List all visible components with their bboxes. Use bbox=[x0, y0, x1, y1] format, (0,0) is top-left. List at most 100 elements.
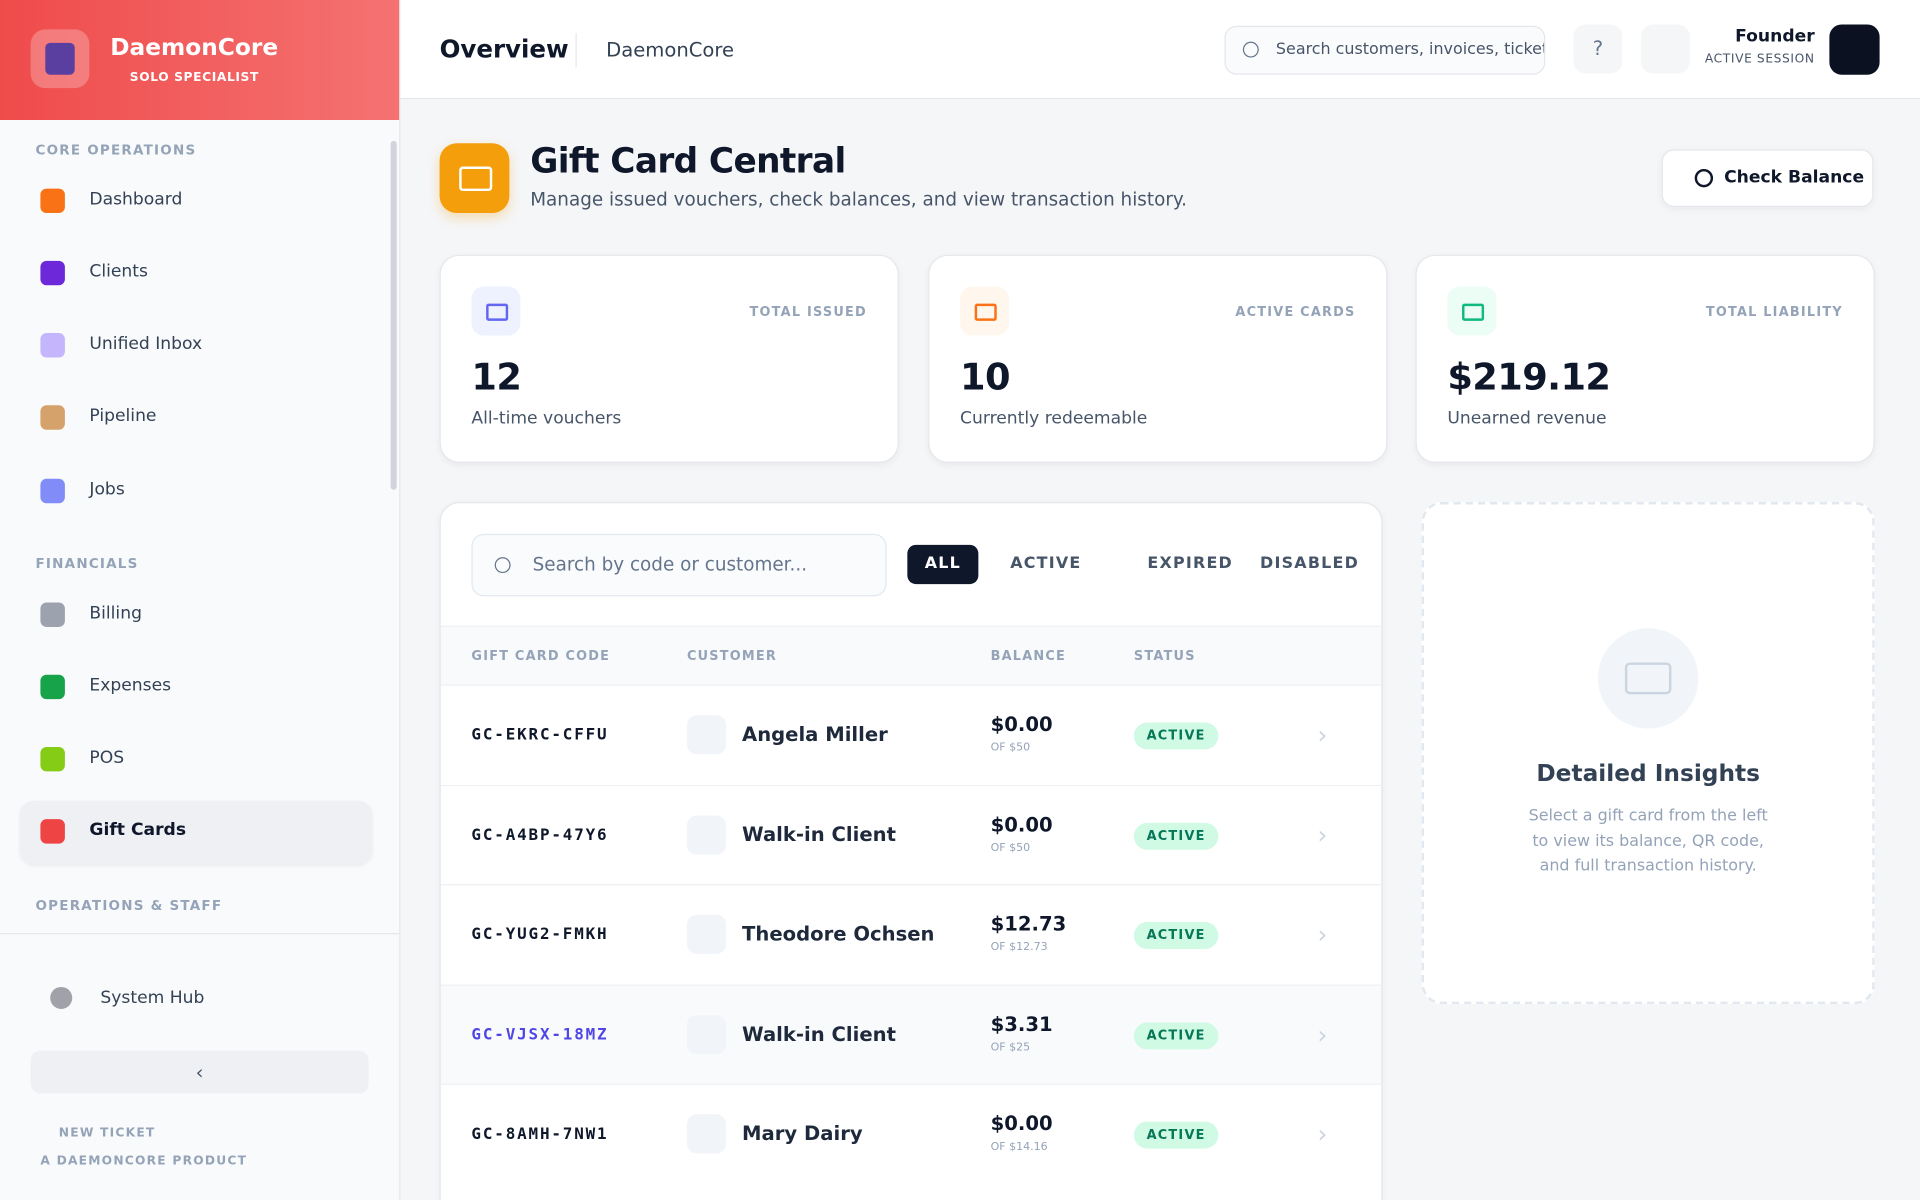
status-badge: ACTIVE bbox=[1133, 1021, 1219, 1049]
header-icon bbox=[439, 143, 510, 214]
insights-icon bbox=[1597, 628, 1699, 729]
stat-label: ACTIVE CARDS bbox=[1235, 304, 1356, 320]
system-icon bbox=[50, 986, 73, 1009]
nav-label: Unified Inbox bbox=[89, 334, 203, 354]
row-chevron: › bbox=[1317, 819, 1328, 850]
check-balance-button[interactable]: Check Balance bbox=[1661, 149, 1874, 207]
nav-icon bbox=[40, 674, 65, 700]
gift-card-code: GC-EKRC-CFFU bbox=[471, 726, 609, 745]
page-title: Overview bbox=[439, 34, 569, 64]
stat-glyph bbox=[974, 303, 997, 321]
nav-icon bbox=[40, 602, 65, 627]
nav-section-title: CORE OPERATIONS bbox=[35, 142, 197, 158]
nav-item[interactable]: Billing bbox=[20, 584, 373, 648]
balance: $0.00 bbox=[990, 1111, 1053, 1136]
header-subtitle: Manage issued vouchers, check balances, … bbox=[530, 188, 1187, 211]
stat-value: $219.12 bbox=[1447, 356, 1611, 400]
search-icon bbox=[1242, 41, 1259, 58]
gift-card-code: GC-YUG2-FMKH bbox=[471, 925, 609, 945]
stat-icon bbox=[960, 286, 1009, 336]
table-row[interactable]: GC-VJSX-18MZ Walk-in Client $3.31 OF $25 ACT… bbox=[440, 983, 1382, 1085]
row-chevron: › bbox=[1317, 1019, 1328, 1049]
status-badge: ACTIVE bbox=[1133, 1121, 1219, 1149]
notifications-button[interactable] bbox=[1640, 24, 1690, 74]
customer-avatar bbox=[686, 814, 727, 855]
search-icon bbox=[494, 557, 511, 574]
customer-avatar bbox=[686, 715, 727, 755]
stat-caption: Currently redeemable bbox=[960, 408, 1148, 429]
button-label: Check Balance bbox=[1724, 167, 1865, 188]
divider bbox=[575, 33, 577, 68]
balance: $3.31 bbox=[990, 1012, 1053, 1036]
table-row[interactable]: GC-YUG2-FMKH Theodore Ochsen $12.73 OF $12.… bbox=[440, 884, 1382, 984]
new-ticket[interactable]: NEW TICKET bbox=[58, 1126, 156, 1140]
balance-of: OF $12.73 bbox=[990, 941, 1048, 954]
nav-label: Jobs bbox=[89, 480, 125, 500]
column-header: CUSTOMER bbox=[686, 648, 778, 664]
nav-label: Pipeline bbox=[89, 406, 157, 427]
nav-icon bbox=[40, 478, 65, 504]
table-row[interactable]: GC-8AMH-7NW1 Mary Dairy $0.00 OF $14.16 ACTI… bbox=[440, 1083, 1382, 1184]
gift-card-table: Search by code or customer... ALL ACTIVE E… bbox=[439, 502, 1383, 1200]
nav-icon bbox=[40, 260, 65, 286]
brand-role: SOLO SPECIALIST bbox=[129, 71, 259, 85]
brand-logo bbox=[30, 29, 90, 89]
balance-of: OF $50 bbox=[990, 742, 1031, 755]
nav-item[interactable]: Expenses bbox=[20, 656, 373, 720]
nav-label: Gift Cards bbox=[89, 820, 187, 840]
nav-icon bbox=[40, 405, 65, 430]
gift-card-code: GC-VJSX-18MZ bbox=[471, 1025, 609, 1044]
insights-text: Select a gift card from the left to view… bbox=[1528, 806, 1768, 876]
search-icon bbox=[1694, 168, 1714, 188]
status-badge: ACTIVE bbox=[1133, 722, 1219, 750]
product-link[interactable]: A DAEMONCORE PRODUCT bbox=[40, 1154, 248, 1169]
balance-of: OF $14.16 bbox=[990, 1141, 1048, 1154]
customer-avatar bbox=[686, 914, 727, 954]
nav-item[interactable]: Clients bbox=[20, 242, 373, 306]
stat-value: 12 bbox=[471, 356, 522, 400]
gift-card-code: GC-8AMH-7NW1 bbox=[471, 1125, 609, 1144]
system-hub[interactable]: System Hub bbox=[100, 988, 205, 1008]
topbar: Overview DaemonCore Search customers, in… bbox=[400, 0, 1920, 100]
nav-label: Dashboard bbox=[89, 189, 183, 210]
collapse-button[interactable]: ‹ bbox=[30, 1050, 369, 1094]
table-head bbox=[440, 625, 1382, 686]
filter-tab[interactable]: ACTIVE bbox=[1010, 554, 1082, 574]
search-placeholder: Search customers, invoices, tickets bbox=[1275, 40, 1546, 59]
stat-caption: Unearned revenue bbox=[1447, 408, 1607, 429]
gift-card-code: GC-A4BP-47Y6 bbox=[471, 825, 609, 845]
stat-label: TOTAL ISSUED bbox=[749, 304, 867, 320]
table-search[interactable]: Search by code or customer... bbox=[471, 533, 887, 597]
logo-mark bbox=[45, 42, 75, 75]
filter-tab[interactable]: DISABLED bbox=[1260, 554, 1360, 574]
nav-item[interactable]: Jobs bbox=[20, 460, 373, 524]
customer-avatar bbox=[686, 1014, 727, 1054]
card-glyph bbox=[459, 166, 493, 192]
scrollbar bbox=[390, 140, 397, 490]
nav-icon bbox=[40, 819, 65, 844]
nav-item[interactable]: Gift Cards bbox=[19, 800, 373, 865]
avatar[interactable] bbox=[1829, 24, 1880, 75]
customer-avatar bbox=[686, 1114, 727, 1154]
nav-item[interactable]: POS bbox=[20, 729, 373, 793]
help-button[interactable]: ? bbox=[1573, 24, 1623, 74]
stat-glyph bbox=[1462, 303, 1485, 321]
table-row[interactable]: GC-EKRC-CFFU Angela Miller $0.00 OF $50 ACTI… bbox=[440, 684, 1382, 784]
nav-item[interactable]: Dashboard bbox=[20, 170, 373, 234]
filter-tab[interactable]: ALL bbox=[907, 544, 979, 585]
global-search[interactable]: Search customers, invoices, tickets bbox=[1224, 25, 1546, 75]
column-header: GIFT CARD CODE bbox=[471, 648, 611, 664]
insights-title: Detailed Insights bbox=[1536, 760, 1760, 788]
filter-tab[interactable]: EXPIRED bbox=[1147, 554, 1234, 574]
nav-item[interactable]: Pipeline bbox=[20, 387, 373, 451]
status-badge: ACTIVE bbox=[1133, 822, 1219, 850]
status-badge: ACTIVE bbox=[1133, 922, 1219, 949]
search-placeholder: Search by code or customer... bbox=[532, 553, 808, 576]
balance-of: OF $25 bbox=[990, 1041, 1031, 1054]
table-row[interactable]: GC-A4BP-47Y6 Walk-in Client $0.00 OF $50 ACT… bbox=[440, 784, 1382, 884]
row-chevron: › bbox=[1317, 1119, 1328, 1149]
balance: $0.00 bbox=[990, 812, 1053, 836]
nav-item[interactable]: Unified Inbox bbox=[20, 315, 373, 379]
